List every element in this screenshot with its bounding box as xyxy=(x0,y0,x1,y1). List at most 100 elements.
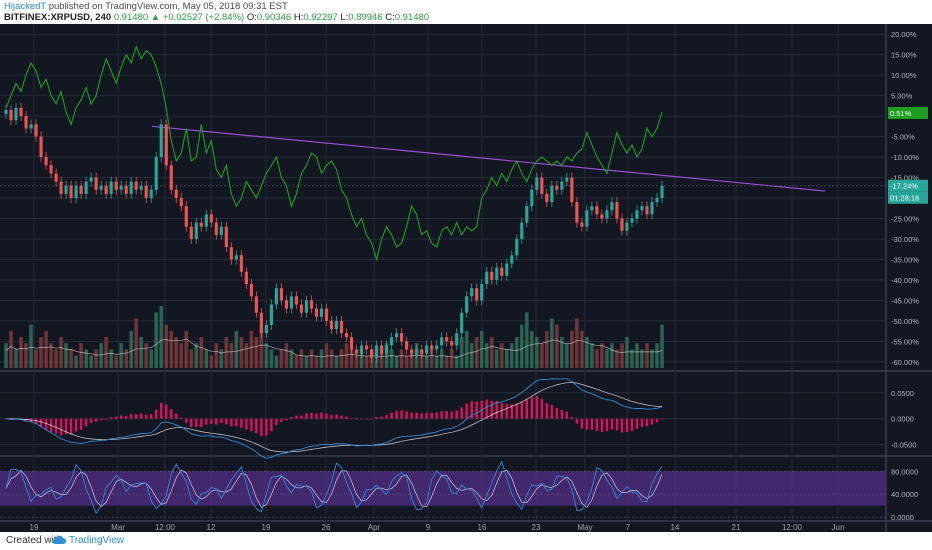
volume-bar xyxy=(560,337,564,368)
candle xyxy=(470,283,474,302)
macd-histogram-bar xyxy=(180,417,183,419)
macd-histogram-bar xyxy=(170,409,173,419)
x-tick-label: Mar xyxy=(111,523,125,532)
macd-histogram-bar xyxy=(140,413,143,419)
candle-body xyxy=(189,226,193,239)
created-with-text: Created with xyxy=(6,535,63,546)
macd-histogram-bar xyxy=(245,418,248,430)
x-tick-label: 21 xyxy=(732,523,741,532)
candle xyxy=(179,193,183,212)
candle-body xyxy=(254,296,258,313)
y-tick-label: -35.00% xyxy=(891,255,919,264)
candle xyxy=(99,180,103,195)
x-tick-label: 7 xyxy=(626,523,631,532)
macd-histogram-bar xyxy=(370,418,373,420)
candle-body xyxy=(440,337,444,346)
volume-bar xyxy=(454,355,459,368)
candle xyxy=(410,344,414,359)
candle xyxy=(374,340,379,363)
tradingview-cloud-icon xyxy=(52,535,66,544)
volume-bar xyxy=(615,349,619,368)
candle-body xyxy=(405,341,409,350)
macd-histogram-bar xyxy=(240,418,243,428)
macd-histogram-bar xyxy=(230,418,233,427)
macd-histogram-bar xyxy=(605,418,609,432)
candle xyxy=(324,303,329,326)
volume-bar xyxy=(34,349,38,368)
open-value: 0.90346 xyxy=(256,12,292,23)
macd-histogram-bar xyxy=(74,418,78,432)
candle xyxy=(29,119,33,134)
candle-body xyxy=(660,185,664,198)
volume-bar xyxy=(379,349,384,368)
volume-bar xyxy=(319,349,324,368)
candle-body xyxy=(4,109,8,115)
candle xyxy=(510,250,514,269)
candle xyxy=(605,205,609,224)
candle xyxy=(525,201,529,228)
y-tick-label: -45.00% xyxy=(891,296,919,305)
x-tick-label: 12 xyxy=(207,523,216,532)
candle xyxy=(379,340,384,359)
symbol-name[interactable]: BITFINEX:XRPUSD, 240 xyxy=(4,12,112,23)
candle xyxy=(615,197,619,224)
candle-body xyxy=(299,304,304,313)
volume-bar xyxy=(519,324,524,368)
macd-histogram-bar xyxy=(330,414,333,419)
candle-body xyxy=(515,238,519,256)
candle xyxy=(394,328,399,343)
volume-bar xyxy=(304,355,309,368)
candle xyxy=(144,180,148,203)
candle-body xyxy=(530,189,534,207)
candle xyxy=(69,180,73,203)
volume-bar xyxy=(79,343,83,368)
footer: Created with TradingView xyxy=(0,532,932,550)
volume-bar xyxy=(464,330,469,368)
macd-histogram-bar xyxy=(580,418,584,429)
candle xyxy=(455,328,459,351)
volume-bar xyxy=(149,349,154,368)
candle-body xyxy=(84,181,88,194)
candle-body xyxy=(304,300,309,313)
chart-canvas[interactable]: 19 Mar 12:00 12 19 26 Apr 9 16 23 May 7 14 21 12:00 Jun… xyxy=(0,24,932,532)
candle xyxy=(149,184,153,203)
volume-bar xyxy=(189,349,194,368)
macd-histogram-bar xyxy=(69,418,73,435)
x-tick-label: 9 xyxy=(426,523,431,532)
candle-body xyxy=(174,189,178,198)
macd-histogram-bar xyxy=(124,415,128,419)
y-tick-label: 15.00% xyxy=(891,51,917,60)
candle xyxy=(229,242,233,265)
last-price: 0.91480 xyxy=(113,12,149,23)
volume-bar xyxy=(299,349,304,368)
macd-histogram-bar xyxy=(250,418,253,432)
candle xyxy=(79,180,83,199)
y-tick-label: -15.00% xyxy=(891,174,919,183)
candle xyxy=(555,180,559,195)
candle-body xyxy=(585,210,589,227)
macd-histogram-bar xyxy=(635,418,639,429)
candle-body xyxy=(364,345,369,350)
volume-bar xyxy=(334,355,339,368)
candle-body xyxy=(595,206,599,215)
volume-bar xyxy=(354,355,359,368)
candle xyxy=(259,307,263,339)
candle xyxy=(284,295,289,314)
candle xyxy=(59,176,63,199)
candle-body xyxy=(435,345,439,350)
candle xyxy=(660,180,664,203)
tradingview-link[interactable]: TradingView xyxy=(69,535,125,546)
volume-bar xyxy=(344,343,349,368)
volume-bar xyxy=(329,349,334,368)
macd-histogram-bar xyxy=(145,414,148,419)
volume-bar xyxy=(39,337,43,368)
macd-histogram-bar xyxy=(575,418,579,424)
author-link[interactable]: HijackedT xyxy=(4,1,47,12)
candle xyxy=(465,291,469,318)
macd-histogram-bar xyxy=(570,416,574,419)
candle-body xyxy=(450,341,454,346)
macd-histogram-bar xyxy=(585,418,589,430)
volume-bar xyxy=(484,343,489,368)
volume-bar xyxy=(69,349,73,368)
stoch-tick-label: 0.0000 xyxy=(891,513,914,522)
